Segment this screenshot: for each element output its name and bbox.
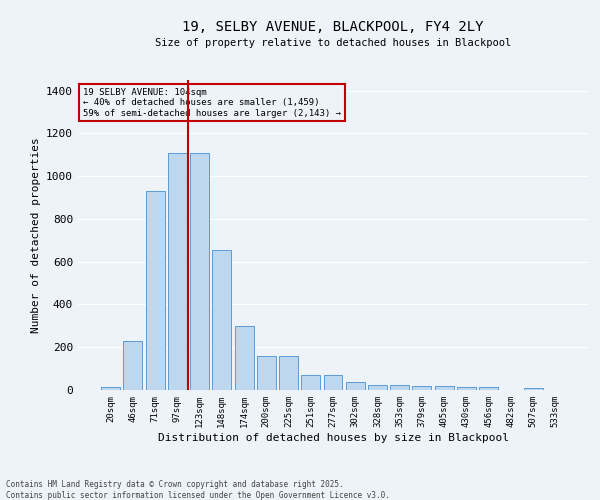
- Bar: [146, 191, 164, 390]
- Text: 19, SELBY AVENUE, BLACKPOOL, FY4 2LY: 19, SELBY AVENUE, BLACKPOOL, FY4 2LY: [182, 20, 484, 34]
- Bar: [124, 341, 142, 390]
- Bar: [479, 387, 498, 390]
- Bar: [168, 152, 187, 390]
- Bar: [101, 387, 120, 390]
- Bar: [368, 384, 387, 390]
- Bar: [457, 387, 476, 390]
- Bar: [279, 356, 298, 390]
- Bar: [346, 382, 365, 390]
- Bar: [235, 326, 254, 390]
- Bar: [435, 386, 454, 390]
- Bar: [190, 152, 209, 390]
- Bar: [301, 375, 320, 390]
- X-axis label: Distribution of detached houses by size in Blackpool: Distribution of detached houses by size …: [157, 432, 509, 442]
- Bar: [323, 375, 343, 390]
- Bar: [390, 384, 409, 390]
- Bar: [412, 386, 431, 390]
- Bar: [212, 250, 231, 390]
- Text: 19 SELBY AVENUE: 104sqm
← 40% of detached houses are smaller (1,459)
59% of semi: 19 SELBY AVENUE: 104sqm ← 40% of detache…: [83, 88, 341, 118]
- Bar: [524, 388, 542, 390]
- Bar: [257, 356, 276, 390]
- Y-axis label: Number of detached properties: Number of detached properties: [31, 137, 41, 333]
- Text: Size of property relative to detached houses in Blackpool: Size of property relative to detached ho…: [155, 38, 511, 48]
- Text: Contains HM Land Registry data © Crown copyright and database right 2025.
Contai: Contains HM Land Registry data © Crown c…: [6, 480, 390, 500]
